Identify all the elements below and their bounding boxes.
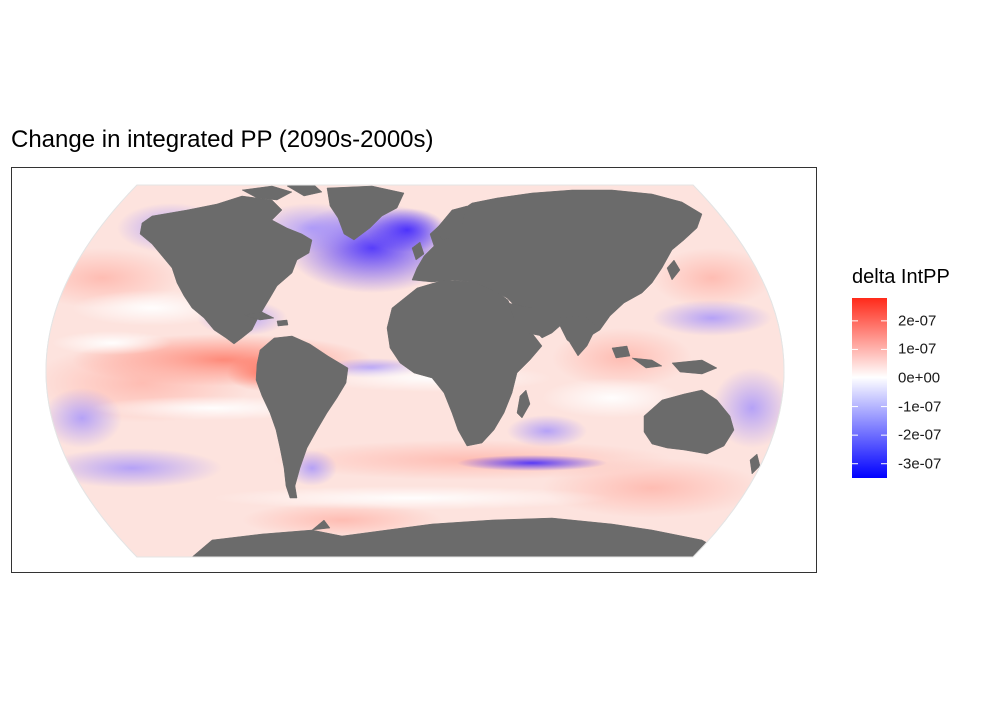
australia <box>643 389 735 455</box>
legend-title: delta IntPP <box>852 266 950 288</box>
legend-tick-label: 1e-07 <box>898 340 937 358</box>
legend-labels: 2e-07 1e-07 0e+00 -1e-07 -2e-07 -3e-07 <box>898 298 978 478</box>
plot-title: Change in integrated PP (2090s-2000s) <box>11 126 434 153</box>
legend-tick-label: -1e-07 <box>898 398 942 416</box>
legend-tick-label: 0e+00 <box>898 369 941 387</box>
south-america <box>255 335 349 499</box>
legend-tick-label: -3e-07 <box>898 455 942 473</box>
world-map <box>45 184 785 558</box>
land-masses <box>139 185 761 557</box>
legend-ticks <box>852 320 887 465</box>
greenland <box>326 185 405 241</box>
map-panel[interactable] <box>11 167 817 573</box>
ocean-field <box>46 185 784 557</box>
legend-tick-label: 2e-07 <box>898 312 937 330</box>
legend-tick-label: -2e-07 <box>898 426 942 444</box>
legend-colorbar <box>852 298 887 478</box>
